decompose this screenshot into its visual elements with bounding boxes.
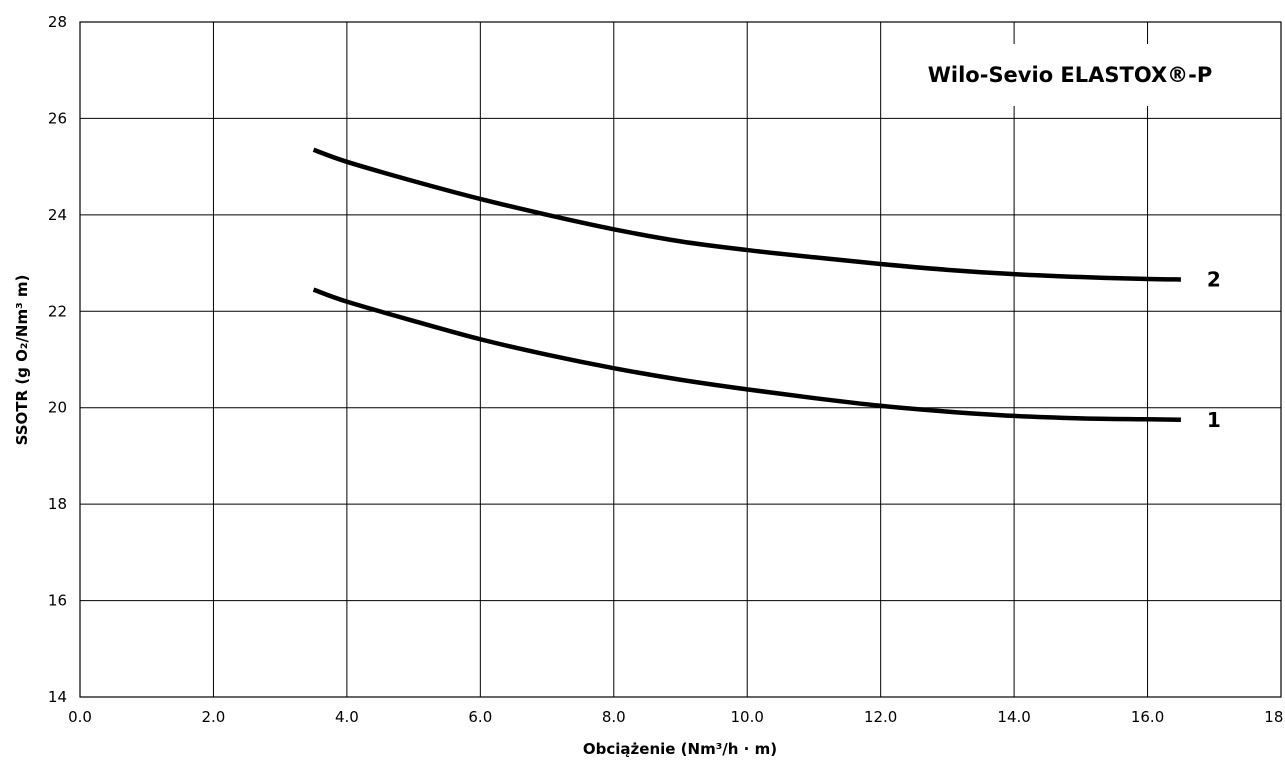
x-tick-label: 4.0	[335, 708, 359, 726]
y-tick-label: 26	[48, 109, 67, 127]
x-tick-label: 10.0	[731, 708, 764, 726]
legend: Wilo-Sevio ELASTOX®-P	[902, 44, 1258, 106]
x-axis-label: Obciążenie (Nm³/h · m)	[583, 740, 777, 758]
series-line-2	[312, 147, 1181, 282]
y-tick-label: 18	[48, 495, 67, 513]
plot-border	[79, 21, 1282, 698]
x-tick-label: 0.0	[68, 708, 92, 726]
y-tick-label: 16	[48, 592, 67, 610]
series-layer: 12	[312, 147, 1221, 432]
x-tick-label: 2.0	[202, 708, 226, 726]
y-tick-label: 14	[48, 688, 67, 706]
x-tick-label: 14.0	[997, 708, 1030, 726]
chart-title: Wilo-Sevio ELASTOX®-P	[928, 63, 1213, 87]
x-tick-label: 18.0	[1264, 708, 1285, 726]
y-tick-label: 24	[48, 206, 67, 224]
series-label-2: 2	[1207, 267, 1221, 291]
series-line-1	[312, 287, 1181, 423]
tick-labels: 0.0 2.0 4.0 6.0 8.0 10.0 12.0 14.0 16.0 18.0 14 16 1…	[48, 13, 1285, 726]
y-axis-label: SSOTR (g O₂/Nm³ m)	[13, 275, 31, 446]
y-tick-label: 28	[48, 13, 67, 31]
x-tick-label: 6.0	[468, 708, 492, 726]
y-tick-label: 22	[48, 302, 67, 320]
series-label-1: 1	[1207, 408, 1221, 432]
grid	[80, 22, 1281, 697]
x-tick-label: 16.0	[1131, 708, 1164, 726]
legend-box	[902, 44, 1258, 106]
x-tick-label: 12.0	[864, 708, 897, 726]
y-tick-label: 20	[48, 399, 67, 417]
x-tick-label: 8.0	[602, 708, 626, 726]
